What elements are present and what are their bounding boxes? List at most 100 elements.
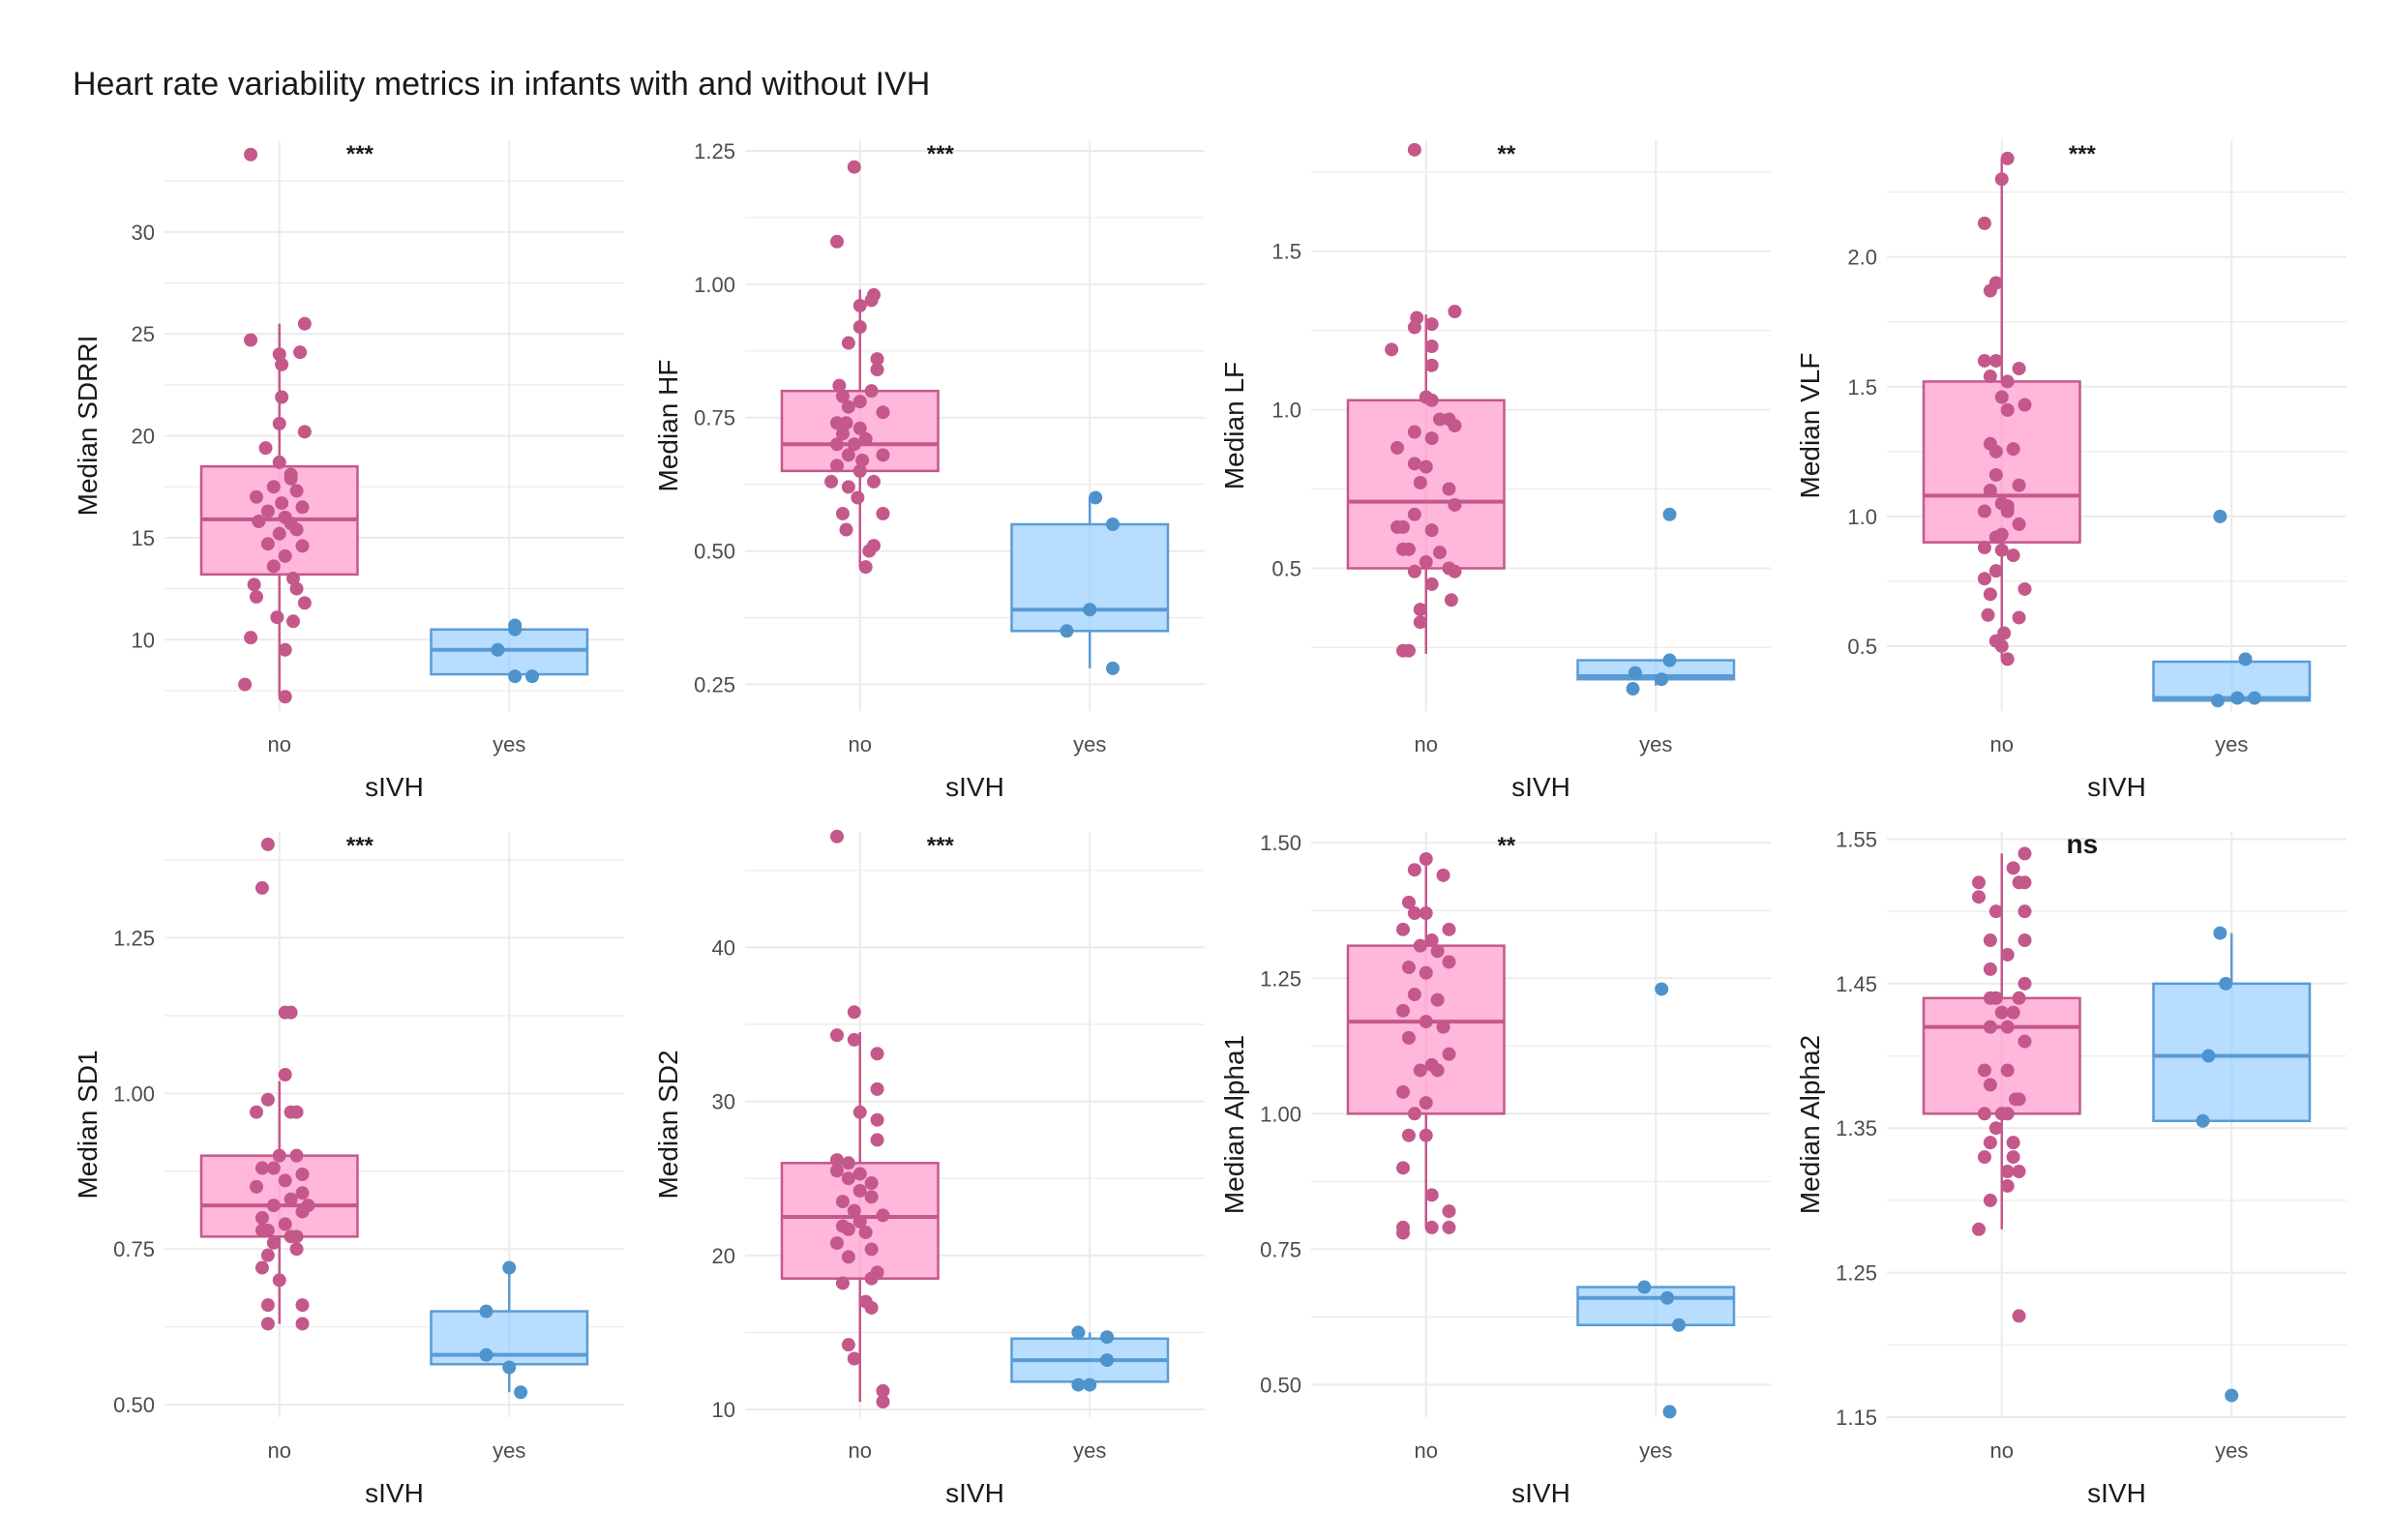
no-data-point xyxy=(260,1223,275,1237)
no-data-point xyxy=(1413,938,1427,953)
yes-data-point xyxy=(502,1260,517,1275)
no-data-point xyxy=(2012,478,2026,492)
no-data-point xyxy=(1983,1020,1997,1034)
yes-data-point xyxy=(1071,1325,1086,1340)
no-data-point xyxy=(266,1235,281,1250)
no-data-point xyxy=(847,1203,861,1218)
significance-label: *** xyxy=(346,141,374,167)
x-tick-label: no xyxy=(1990,732,2014,756)
y-tick-label: 30 xyxy=(132,221,155,245)
no-data-point xyxy=(852,298,867,312)
no-data-point xyxy=(270,610,284,625)
no-data-point xyxy=(2017,1034,2032,1049)
no-data-point xyxy=(1983,1136,1997,1150)
panel-4: 0.5 1.0 1.5 2.0 no yes sIVH Median VLF *** xyxy=(1795,140,2346,802)
no-data-point xyxy=(835,427,850,441)
no-data-point xyxy=(1401,961,1416,975)
no-data-point xyxy=(275,390,289,404)
no-data-point xyxy=(1972,875,1986,890)
no-data-point xyxy=(1977,572,1991,586)
no-data-point xyxy=(847,160,861,174)
no-data-point xyxy=(852,463,867,478)
no-data-point xyxy=(855,453,870,467)
no-data-point xyxy=(1977,1063,1991,1078)
no-data-point xyxy=(1433,546,1447,560)
no-data-point xyxy=(2012,1309,2026,1323)
no-data-point xyxy=(858,1225,873,1239)
no-data-point xyxy=(2006,861,2020,875)
no-data-point xyxy=(839,522,853,537)
no-data-point xyxy=(1442,922,1456,936)
no-data-point xyxy=(2000,1165,2015,1179)
no-data-point xyxy=(1407,457,1421,471)
y-tick-label: 0.50 xyxy=(694,540,735,564)
y-tick-label: 2.0 xyxy=(1847,246,1877,270)
no-data-point xyxy=(1994,1107,2009,1121)
no-data-point xyxy=(1424,393,1439,407)
no-data-point xyxy=(2012,991,2026,1005)
no-data-point xyxy=(272,455,286,469)
x-axis-title: sIVH xyxy=(1511,1478,1570,1508)
no-data-point xyxy=(286,572,300,586)
no-data-point xyxy=(1390,440,1405,455)
no-data-point xyxy=(1994,390,2009,404)
no-data-point xyxy=(830,1028,844,1043)
x-axis-title: sIVH xyxy=(945,1478,1004,1508)
significance-label: ** xyxy=(1498,141,1516,167)
no-data-point xyxy=(830,829,844,844)
no-data-point xyxy=(839,416,853,430)
no-data-point xyxy=(244,147,258,162)
y-tick-label: 0.75 xyxy=(1260,1237,1301,1261)
no-data-point xyxy=(841,1156,855,1170)
no-data-point xyxy=(841,1222,855,1236)
no-data-point xyxy=(1419,906,1433,921)
y-tick-label: 1.45 xyxy=(1836,972,1877,996)
no-data-point xyxy=(297,316,312,331)
no-data-point xyxy=(289,581,304,596)
no-data-point xyxy=(1983,587,1997,602)
no-data-point xyxy=(835,1195,850,1209)
x-tick-label: yes xyxy=(493,732,525,756)
no-data-point xyxy=(238,677,253,692)
no-data-point xyxy=(1994,172,2009,187)
no-data-point xyxy=(1983,1078,1997,1092)
no-data-point xyxy=(864,1242,879,1257)
no-data-point xyxy=(1401,1030,1416,1045)
no-data-point xyxy=(2000,374,2015,389)
yes-data-point xyxy=(2201,1049,2216,1063)
no-data-point xyxy=(254,880,269,895)
no-data-point xyxy=(852,1214,867,1229)
no-data-point xyxy=(289,522,304,537)
no-data-point xyxy=(830,437,844,452)
y-tick-label: 1.25 xyxy=(113,926,155,950)
no-data-point xyxy=(852,1167,867,1181)
no-data-point xyxy=(1442,1220,1456,1234)
no-data-point xyxy=(272,1148,286,1163)
no-data-point xyxy=(2012,610,2026,625)
no-data-point xyxy=(2012,1165,2026,1179)
y-tick-label: 1.35 xyxy=(1836,1116,1877,1140)
no-data-point xyxy=(852,421,867,435)
no-data-point xyxy=(1442,1204,1456,1219)
no-data-point xyxy=(1413,1063,1427,1078)
no-data-point xyxy=(278,1217,292,1231)
no-data-point xyxy=(841,400,855,414)
panel-3: 0.5 1.0 1.5 no yes sIVH Median LF ** xyxy=(1219,140,1771,802)
no-data-point xyxy=(275,357,289,371)
no-data-point xyxy=(876,1208,890,1223)
no-data-point xyxy=(835,1276,850,1290)
no-data-point xyxy=(1419,554,1433,569)
no-data-point xyxy=(847,1351,861,1366)
yes-data-point xyxy=(479,1348,493,1362)
no-data-point xyxy=(1401,895,1416,909)
significance-label: *** xyxy=(927,141,955,167)
no-data-point xyxy=(1430,1063,1445,1078)
no-data-point xyxy=(2006,1136,2020,1150)
no-data-point xyxy=(1396,922,1410,936)
no-data-point xyxy=(1396,1161,1410,1175)
no-data-point xyxy=(862,544,877,558)
no-data-point xyxy=(1983,962,1997,976)
no-data-point xyxy=(852,1183,867,1198)
no-data-point xyxy=(835,506,850,520)
yes-data-point xyxy=(2225,1388,2239,1403)
